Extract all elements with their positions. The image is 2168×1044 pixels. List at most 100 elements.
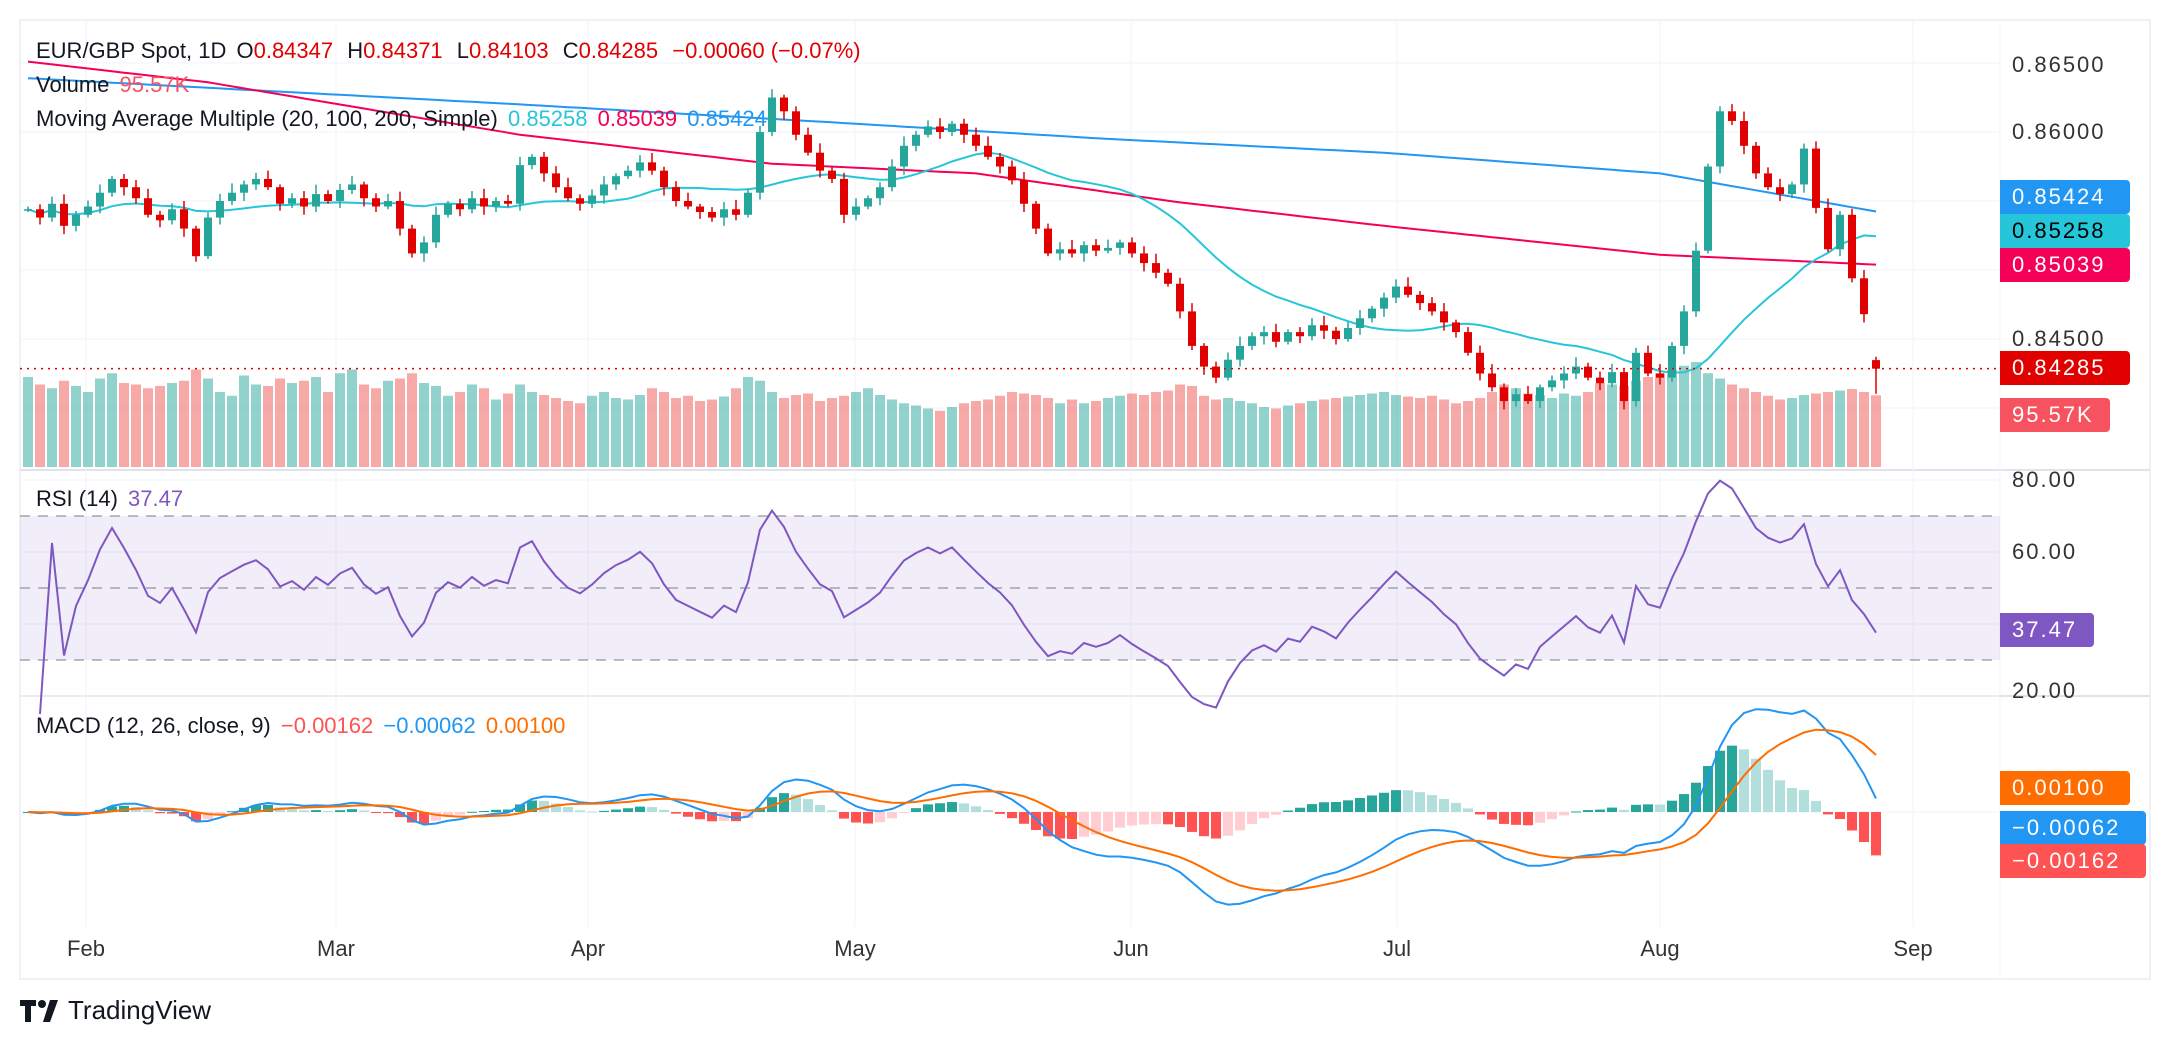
candle-body — [1296, 332, 1304, 337]
candle-body — [1536, 387, 1544, 402]
macd-histogram-bar — [167, 812, 177, 814]
volume-bar — [815, 401, 825, 467]
volume-bar — [743, 377, 753, 467]
volume-bar — [467, 384, 477, 467]
candle-body — [1608, 372, 1616, 384]
candle-body — [1008, 166, 1016, 181]
candle-body — [1176, 283, 1184, 312]
volume-bar — [1739, 388, 1749, 467]
candle-body — [996, 156, 1004, 167]
volume-bar — [1043, 398, 1053, 467]
volume-bar — [851, 392, 861, 467]
candle-body — [1368, 308, 1376, 319]
macd-histogram-bar — [1127, 812, 1137, 826]
candle-body — [1860, 278, 1868, 315]
macd-histogram-bar — [1259, 812, 1269, 819]
macd-histogram-bar — [587, 811, 597, 813]
macd-histogram-bar — [695, 812, 705, 820]
candle-body — [528, 156, 536, 166]
ma-legend: Moving Average Multiple (20, 100, 200, S… — [36, 106, 771, 132]
volume-bar — [971, 401, 981, 467]
volume-bar — [1223, 398, 1233, 467]
macd-histogram-bar — [1475, 812, 1485, 815]
volume-bar — [575, 403, 585, 467]
macd-histogram-bar — [683, 812, 693, 817]
ma200-price-tag: 0.85424 — [2000, 180, 2130, 214]
candle-body — [1428, 303, 1436, 312]
volume-bar — [407, 373, 417, 467]
candle-body — [1404, 286, 1412, 295]
macd-histogram-bar — [779, 793, 789, 812]
candle-body — [1668, 345, 1676, 378]
macd-histogram-bar — [1283, 810, 1293, 812]
macd-histogram-bar — [1235, 812, 1245, 831]
volume-bar — [839, 395, 849, 467]
volume-bar — [1415, 398, 1425, 467]
volume-bar — [1319, 399, 1329, 467]
low-value: 0.84103 — [469, 38, 549, 63]
volume-bar — [1619, 386, 1629, 467]
candle-body — [444, 203, 452, 215]
candle-body — [1380, 297, 1388, 309]
macd-histogram-bar — [1787, 787, 1797, 812]
macd-histogram-bar — [959, 803, 969, 812]
macd-histogram-bar — [563, 807, 573, 812]
candle-body — [1836, 214, 1844, 250]
macd-histogram-bar — [575, 810, 585, 812]
macd-histogram-bar — [983, 810, 993, 812]
volume-bar — [1079, 403, 1089, 467]
volume-bar — [539, 395, 549, 467]
macd-histogram-bar — [383, 812, 393, 814]
macd-histogram-bar — [851, 812, 861, 823]
volume-bar — [1307, 401, 1317, 467]
volume-bar — [1031, 395, 1041, 467]
candle-body — [660, 170, 668, 188]
volume-bar — [1091, 401, 1101, 467]
macd-histogram-bar — [1871, 812, 1881, 856]
macd-histogram-bar — [215, 812, 225, 815]
macd-histogram-bar — [1355, 798, 1365, 812]
macd-line-tag: −0.00062 — [2000, 811, 2146, 845]
rsi-tick: 60.00 — [2012, 539, 2078, 564]
macd-histogram-bar — [203, 812, 213, 819]
low-label: L — [456, 38, 470, 63]
macd-histogram-bar — [803, 799, 813, 812]
tradingview-logo-icon — [20, 999, 58, 1022]
volume-bar — [1547, 398, 1557, 467]
candle-body — [216, 201, 224, 218]
macd-hist-value: −0.00162 — [280, 713, 374, 738]
macd-histogram-bar — [455, 812, 465, 815]
macd-histogram-bar — [431, 812, 441, 821]
macd-histogram-bar — [887, 812, 897, 819]
ma-label: Moving Average Multiple (20, 100, 200, S… — [36, 106, 498, 131]
candle-body — [1632, 352, 1640, 402]
high-value: 0.84371 — [363, 38, 443, 63]
candle-body — [600, 184, 608, 196]
macd-histogram-bar — [515, 804, 525, 812]
volume-bar — [431, 386, 441, 467]
candle-body — [1440, 311, 1448, 323]
candle-body — [1092, 245, 1100, 251]
volume-bar — [671, 398, 681, 467]
macd-histogram-bar — [251, 805, 261, 812]
volume-bar — [1571, 395, 1581, 467]
macd-histogram-bar — [1175, 812, 1185, 827]
volume-bar — [1463, 401, 1473, 467]
macd-histogram-bar — [611, 809, 621, 812]
symbol-label: EUR/GBP Spot, 1D — [36, 38, 227, 63]
macd-histogram-bar — [527, 800, 537, 812]
tradingview-logo[interactable]: TradingView — [20, 995, 211, 1026]
volume-bar — [863, 388, 873, 467]
candle-body — [1320, 325, 1328, 331]
volume-bar — [1667, 369, 1677, 467]
macd-histogram-bar — [1403, 790, 1413, 812]
month-label: Jun — [1113, 936, 1149, 961]
volume-bar — [1451, 403, 1461, 467]
volume-bar — [719, 396, 729, 467]
rsi-tick: 20.00 — [2012, 678, 2078, 703]
month-label: Feb — [67, 936, 105, 961]
macd-label: MACD (12, 26, close, 9) — [36, 713, 271, 738]
macd-histogram-bar — [143, 810, 153, 812]
candle-body — [1764, 173, 1772, 188]
